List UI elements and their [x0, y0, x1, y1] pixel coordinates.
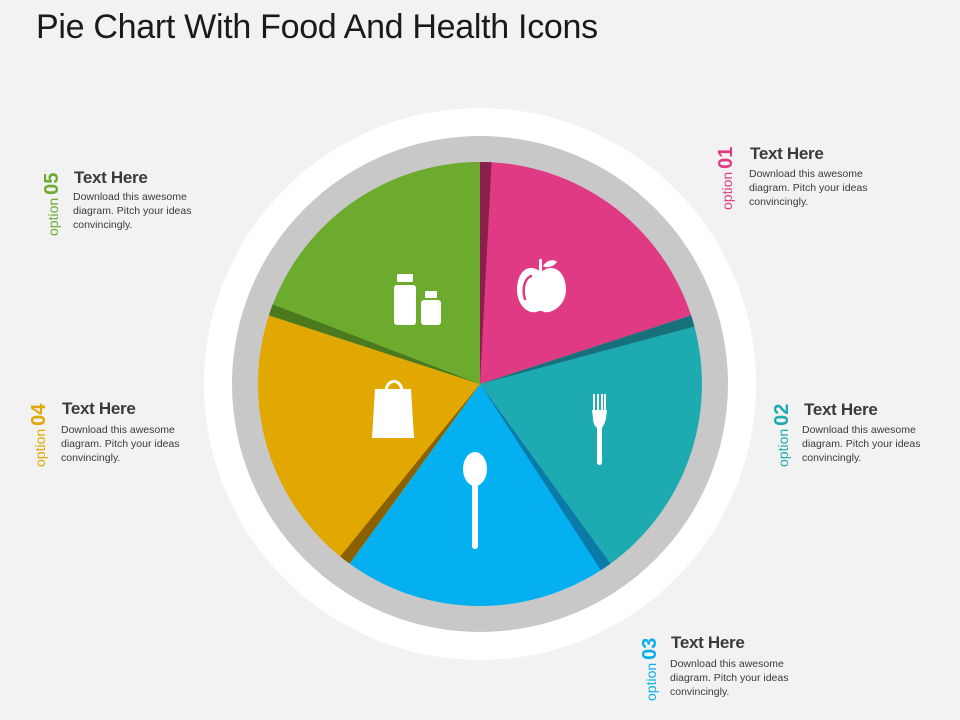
option-04-heading: Text Here — [62, 399, 136, 418]
option-05-tag: option05 — [41, 172, 63, 236]
fork-icon — [592, 394, 607, 465]
apple-icon — [517, 259, 566, 313]
option-03-heading: Text Here — [671, 633, 745, 652]
pie-slice-01 — [480, 162, 692, 384]
pie-slice-05-fold — [268, 304, 480, 384]
pie-slice-04 — [258, 315, 480, 564]
option-03-tag: option03 — [639, 637, 661, 701]
spoon-icon — [463, 452, 487, 549]
bottles-icon — [394, 274, 441, 325]
pie-slice-04-fold — [340, 384, 480, 564]
pie-slice-03 — [349, 384, 611, 607]
option-05-body: Download this awesome diagram. Pitch you… — [73, 191, 192, 231]
option-02-tag: option02 — [771, 403, 793, 467]
pie-slice-03-fold — [480, 384, 611, 571]
pie-slice-01-fold — [480, 161, 492, 384]
option-01-body: Download this awesome diagram. Pitch you… — [749, 168, 868, 208]
pie-slice-02-fold — [480, 315, 695, 384]
option-04-body: Download this awesome diagram. Pitch you… — [61, 424, 180, 464]
option-01-heading: Text Here — [750, 144, 824, 163]
option-04-tag: option04 — [28, 403, 50, 467]
option-02-body: Download this awesome diagram. Pitch you… — [802, 424, 921, 464]
option-01-tag: option01 — [715, 146, 737, 210]
page-title: Pie Chart With Food And Health Icons — [36, 8, 598, 46]
option-05-heading: Text Here — [74, 168, 148, 187]
shopping-bag-icon — [372, 380, 414, 438]
option-03-body: Download this awesome diagram. Pitch you… — [670, 658, 789, 698]
pie-slice-02 — [480, 315, 702, 564]
option-02-heading: Text Here — [804, 400, 878, 419]
